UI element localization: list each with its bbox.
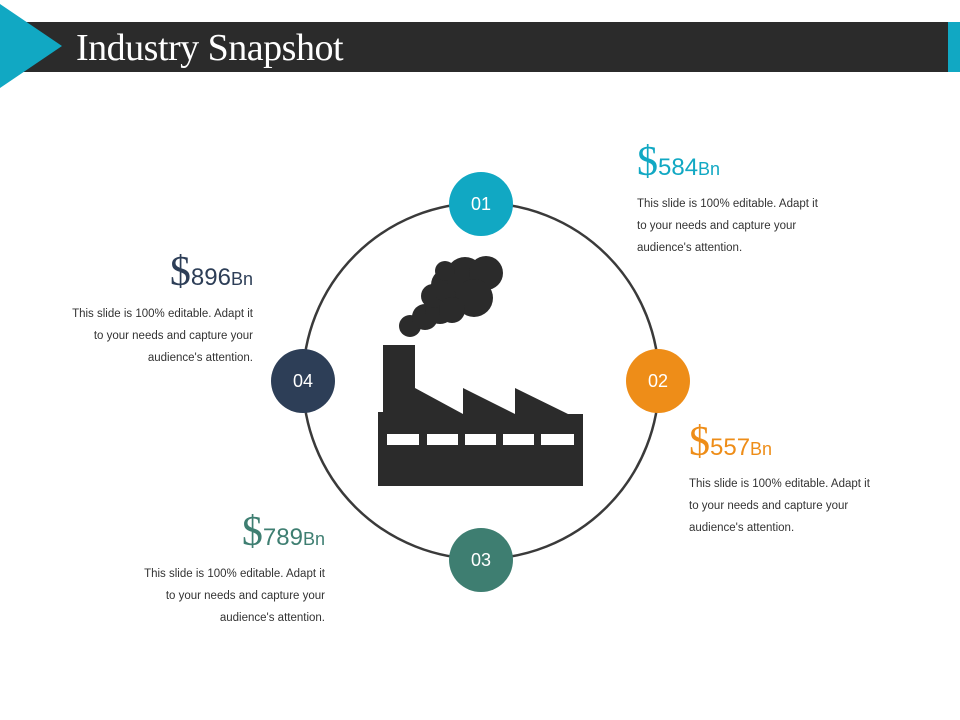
factory-icon [378,256,583,486]
step-number-4: 04 [292,371,314,391]
step-circle-4 [271,349,335,413]
title-arrow-icon [0,4,62,88]
step-number-2: 02 [647,371,669,391]
step-desc-4: This slide is 100% editable. Adapt it to… [72,308,253,364]
step-block-3: $789Bn This slide is 100% editable. Adap… [85,510,325,629]
step-desc-3: This slide is 100% editable. Adapt it to… [144,568,325,624]
step-amount-1: $584Bn [637,139,721,185]
step-number-1: 01 [470,194,492,214]
step-desc-2: This slide is 100% editable. Adapt it to… [689,478,870,534]
step-circle-1 [449,172,513,236]
step-number-3: 03 [470,550,492,570]
step-block-1: $584Bn This slide is 100% editable. Adap… [637,140,877,259]
title-accent [948,22,960,72]
page-title: Industry Snapshot [76,27,344,69]
step-circle-3 [449,528,513,592]
step-desc-1: This slide is 100% editable. Adapt it to… [637,198,818,254]
cycle-ring [301,201,661,561]
smoke-icon [399,256,503,337]
step-block-2: $557Bn This slide is 100% editable. Adap… [689,420,929,539]
step-amount-3: $789Bn [241,509,325,555]
step-block-4: $896Bn This slide is 100% editable. Adap… [13,250,253,369]
step-amount-4: $896Bn [169,249,253,295]
title-bar [0,22,948,72]
step-circle-2 [626,349,690,413]
step-amount-2: $557Bn [689,419,773,465]
